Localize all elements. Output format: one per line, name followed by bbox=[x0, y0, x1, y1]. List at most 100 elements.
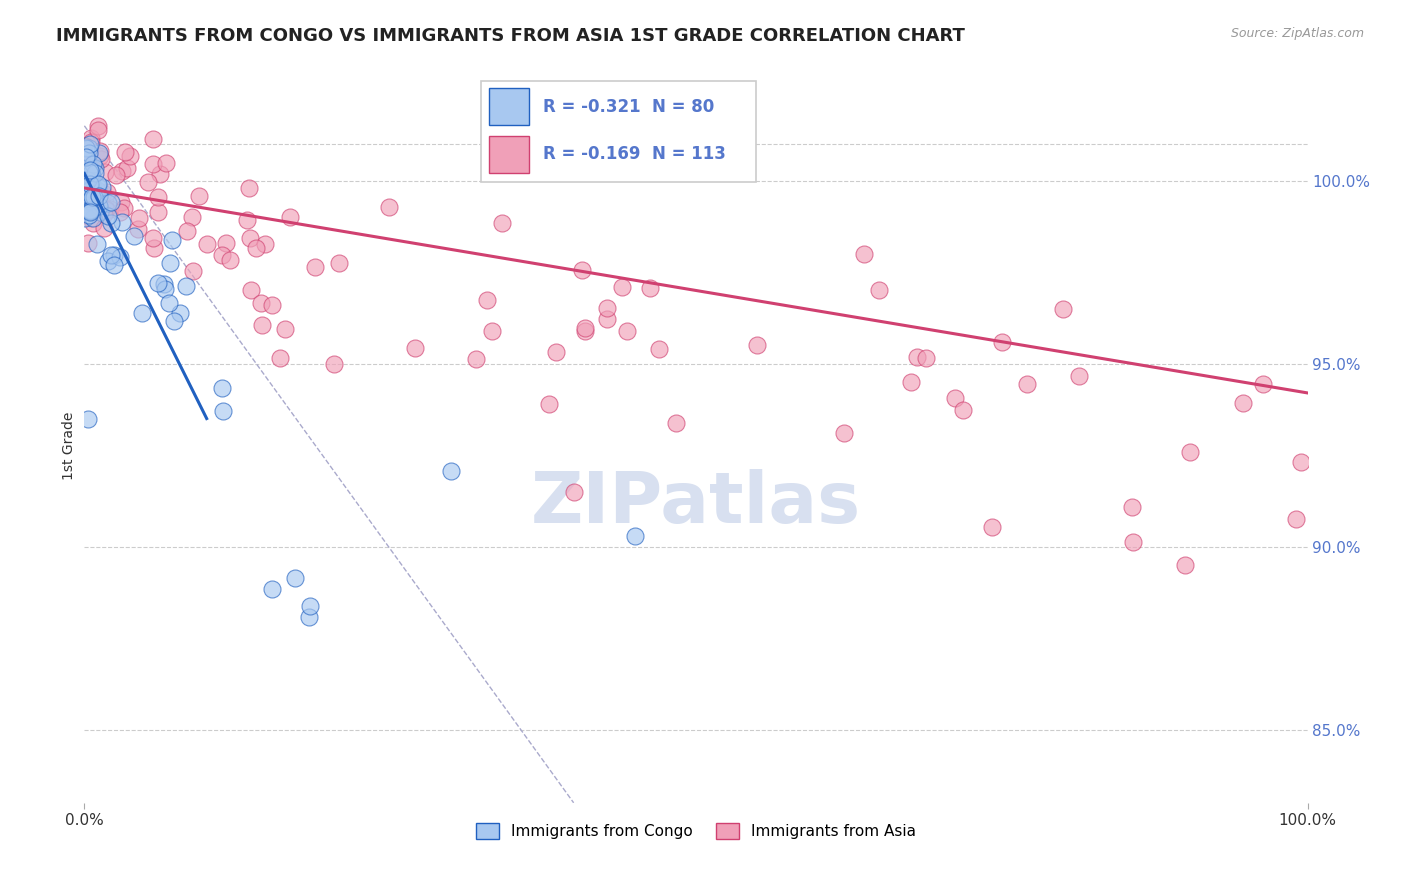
Immigrants from Asia bbox=[747, 338, 769, 352]
Immigrants from Congo bbox=[79, 136, 101, 151]
Immigrants from Congo bbox=[100, 195, 122, 210]
Immigrants from Asia bbox=[82, 216, 104, 230]
Immigrants from Congo bbox=[153, 282, 176, 296]
Text: IMMIGRANTS FROM CONGO VS IMMIGRANTS FROM ASIA 1ST GRADE CORRELATION CHART: IMMIGRANTS FROM CONGO VS IMMIGRANTS FROM… bbox=[56, 27, 965, 45]
Immigrants from Asia bbox=[574, 324, 596, 338]
Immigrants from Asia bbox=[86, 190, 108, 204]
Immigrants from Congo bbox=[77, 165, 100, 179]
Immigrants from Asia bbox=[900, 375, 922, 389]
Immigrants from Congo bbox=[80, 178, 103, 192]
Immigrants from Asia bbox=[181, 210, 204, 224]
Immigrants from Asia bbox=[136, 175, 159, 189]
Immigrants from Asia bbox=[239, 230, 262, 244]
Immigrants from Congo bbox=[82, 157, 104, 171]
Immigrants from Asia bbox=[254, 237, 277, 252]
FancyBboxPatch shape bbox=[481, 81, 756, 182]
Immigrants from Asia bbox=[142, 157, 165, 171]
Legend: Immigrants from Congo, Immigrants from Asia: Immigrants from Congo, Immigrants from A… bbox=[470, 817, 922, 845]
Immigrants from Asia bbox=[218, 252, 240, 267]
Immigrants from Congo bbox=[86, 178, 108, 192]
Immigrants from Congo bbox=[79, 204, 101, 219]
Immigrants from Asia bbox=[142, 231, 165, 245]
Immigrants from Asia bbox=[304, 260, 326, 274]
Immigrants from Congo bbox=[82, 211, 104, 225]
Immigrants from Congo bbox=[77, 172, 100, 186]
Immigrants from Asia bbox=[1174, 558, 1197, 572]
Immigrants from Asia bbox=[181, 263, 204, 277]
Immigrants from Congo bbox=[440, 464, 463, 478]
Immigrants from Congo bbox=[79, 177, 101, 191]
Immigrants from Asia bbox=[477, 293, 499, 308]
Immigrants from Asia bbox=[1017, 376, 1039, 391]
Immigrants from Asia bbox=[328, 256, 350, 270]
Immigrants from Congo bbox=[111, 215, 134, 229]
Immigrants from Congo bbox=[103, 258, 125, 272]
Immigrants from Congo bbox=[299, 599, 322, 613]
Immigrants from Congo bbox=[96, 209, 118, 223]
Immigrants from Asia bbox=[250, 296, 273, 310]
Immigrants from Congo bbox=[75, 169, 97, 184]
Immigrants from Congo bbox=[159, 256, 181, 270]
Text: R = -0.321: R = -0.321 bbox=[543, 98, 640, 116]
Immigrants from Congo bbox=[89, 189, 111, 203]
Immigrants from Congo bbox=[73, 180, 96, 194]
Immigrants from Asia bbox=[105, 168, 128, 182]
Immigrants from Asia bbox=[176, 224, 198, 238]
Immigrants from Congo bbox=[174, 279, 197, 293]
Text: R = -0.169: R = -0.169 bbox=[543, 145, 640, 163]
Immigrants from Asia bbox=[91, 186, 114, 200]
Immigrants from Congo bbox=[76, 184, 98, 198]
Immigrants from Asia bbox=[905, 351, 928, 365]
Immigrants from Congo bbox=[212, 404, 235, 418]
Immigrants from Congo bbox=[284, 571, 307, 585]
Immigrants from Asia bbox=[75, 151, 97, 165]
Immigrants from Congo bbox=[84, 161, 107, 175]
Immigrants from Asia bbox=[571, 263, 593, 277]
Immigrants from Asia bbox=[83, 189, 105, 203]
Immigrants from Congo bbox=[79, 204, 101, 219]
Immigrants from Asia bbox=[90, 152, 112, 166]
Immigrants from Asia bbox=[832, 426, 855, 441]
Immigrants from Congo bbox=[152, 277, 174, 291]
Immigrants from Asia bbox=[616, 324, 638, 338]
Immigrants from Asia bbox=[574, 320, 596, 334]
Immigrants from Congo bbox=[80, 182, 103, 196]
Immigrants from Asia bbox=[112, 201, 135, 215]
Immigrants from Congo bbox=[79, 205, 101, 219]
Immigrants from Congo bbox=[260, 582, 283, 596]
Immigrants from Congo bbox=[89, 204, 111, 219]
Bar bbox=[489, 88, 529, 126]
Immigrants from Asia bbox=[143, 241, 166, 255]
Immigrants from Asia bbox=[93, 207, 115, 221]
Text: N = 80: N = 80 bbox=[652, 98, 714, 116]
Immigrants from Congo bbox=[80, 190, 103, 204]
Immigrants from Asia bbox=[117, 161, 139, 175]
Immigrants from Asia bbox=[1232, 396, 1254, 410]
Immigrants from Asia bbox=[149, 167, 172, 181]
Immigrants from Asia bbox=[952, 403, 974, 417]
Immigrants from Asia bbox=[114, 145, 136, 160]
Immigrants from Congo bbox=[77, 141, 100, 155]
Immigrants from Asia bbox=[610, 280, 633, 294]
Immigrants from Asia bbox=[80, 211, 103, 226]
Immigrants from Asia bbox=[596, 301, 619, 316]
Immigrants from Congo bbox=[131, 306, 153, 320]
Immigrants from Asia bbox=[77, 159, 100, 173]
Immigrants from Congo bbox=[76, 161, 98, 175]
Immigrants from Asia bbox=[77, 236, 100, 251]
Immigrants from Asia bbox=[80, 181, 103, 195]
Immigrants from Asia bbox=[188, 189, 211, 203]
Immigrants from Congo bbox=[77, 146, 100, 161]
Immigrants from Asia bbox=[76, 147, 98, 161]
Immigrants from Asia bbox=[211, 248, 233, 262]
Immigrants from Asia bbox=[465, 352, 488, 367]
Immigrants from Asia bbox=[1178, 445, 1201, 459]
Immigrants from Congo bbox=[163, 314, 186, 328]
Immigrants from Asia bbox=[1285, 512, 1308, 526]
Immigrants from Asia bbox=[76, 172, 98, 186]
Immigrants from Congo bbox=[124, 228, 146, 243]
Immigrants from Asia bbox=[86, 123, 108, 137]
Immigrants from Congo bbox=[103, 247, 125, 261]
Immigrants from Congo bbox=[76, 187, 98, 202]
Immigrants from Congo bbox=[82, 167, 104, 181]
